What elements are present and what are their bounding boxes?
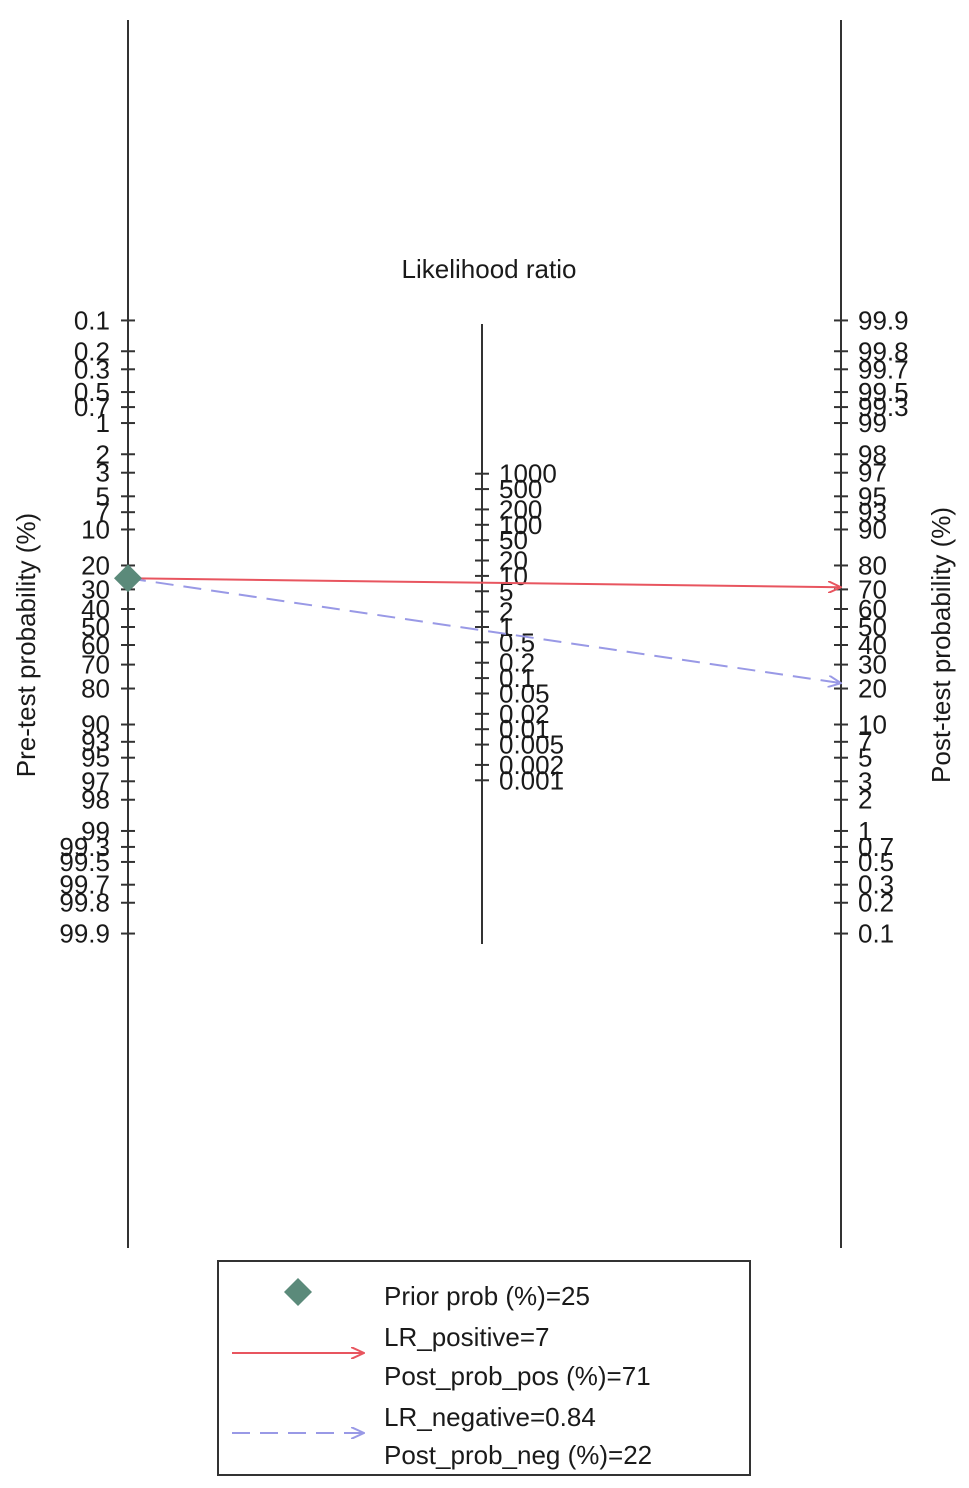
pre-test-tick-label: 95 bbox=[81, 743, 110, 773]
post-test-tick-label: 98 bbox=[858, 439, 887, 469]
post-test-tick-label: 1 bbox=[858, 816, 872, 846]
negative-lr-line bbox=[127, 577, 841, 683]
pre-test-tick-label: 80 bbox=[81, 674, 110, 704]
pre-test-tick-label: 90 bbox=[81, 710, 110, 740]
legend-post-prob-neg-label: Post_prob_neg (%)=22 bbox=[384, 1440, 652, 1470]
pre-test-tick-label: 7 bbox=[96, 497, 110, 527]
post-test-tick-label: 5 bbox=[858, 743, 872, 773]
post-test-tick-label: 0.1 bbox=[858, 919, 894, 949]
likelihood-ratio-tick-label: 50 bbox=[499, 525, 528, 555]
legend-prior-marker bbox=[284, 1278, 312, 1306]
pre-test-tick-label: 50 bbox=[81, 612, 110, 642]
pre-test-tick-label: 99 bbox=[81, 816, 110, 846]
likelihood-ratio-tick-label: 500 bbox=[499, 474, 542, 504]
post-test-tick-label: 99 bbox=[858, 408, 887, 438]
post-test-tick-label: 99.9 bbox=[858, 305, 909, 335]
post-test-tick-label: 70 bbox=[858, 574, 887, 604]
post-test-tick-label: 3 bbox=[858, 766, 872, 796]
post-test-axis-title: Post-test probability (%) bbox=[926, 507, 956, 783]
likelihood-ratio-tick-label: 0.001 bbox=[499, 765, 564, 795]
likelihood-ratio-tick-label: 10 bbox=[499, 561, 528, 591]
pre-test-tick-label: 1 bbox=[96, 408, 110, 438]
likelihood-ratio-title: Likelihood ratio bbox=[402, 254, 577, 284]
pre-test-tick-label: 20 bbox=[81, 550, 110, 580]
pre-test-tick-label: 2 bbox=[96, 439, 110, 469]
legend-prior-label: Prior prob (%)=25 bbox=[384, 1281, 590, 1311]
post-test-tick-label: 30 bbox=[858, 650, 887, 680]
pre-test-tick-label: 70 bbox=[81, 650, 110, 680]
pre-test-axis-title: Pre-test probability (%) bbox=[11, 513, 41, 777]
likelihood-ratio-tick-label: 0.05 bbox=[499, 678, 550, 708]
post-test-tick-label: 7 bbox=[858, 727, 872, 757]
post-test-tick-label: 99.8 bbox=[858, 336, 909, 366]
post-test-tick-label: 0.5 bbox=[858, 847, 894, 877]
pre-test-tick-label: 0.3 bbox=[74, 354, 110, 384]
likelihood-ratio-tick-label: 0.005 bbox=[499, 730, 564, 760]
post-test-tick-label: 95 bbox=[858, 481, 887, 511]
post-test-tick-label: 90 bbox=[858, 514, 887, 544]
likelihood-ratio-tick-label: 1000 bbox=[499, 459, 557, 489]
pre-test-tick-label: 99.8 bbox=[59, 888, 110, 918]
pre-test-tick-label: 99.3 bbox=[59, 832, 110, 862]
legend-lr-positive-label: LR_positive=7 bbox=[384, 1322, 550, 1352]
pre-test-tick-label: 98 bbox=[81, 785, 110, 815]
pre-test-tick-label: 3 bbox=[96, 458, 110, 488]
post-test-tick-label: 93 bbox=[858, 497, 887, 527]
pre-test-tick-label: 60 bbox=[81, 630, 110, 660]
post-test-tick-label: 99.7 bbox=[858, 354, 909, 384]
legend: Prior prob (%)=25 LR_positive=7 Post_pro… bbox=[217, 1260, 751, 1476]
pre-test-tick-label: 99.7 bbox=[59, 870, 110, 900]
post-test-tick-label: 0.3 bbox=[858, 870, 894, 900]
likelihood-ratio-tick-label: 0.2 bbox=[499, 648, 535, 678]
post-test-tick-label: 40 bbox=[858, 630, 887, 660]
likelihood-ratio-tick-label: 0.02 bbox=[499, 699, 550, 729]
pre-test-tick-label: 97 bbox=[81, 766, 110, 796]
post-test-tick-label: 99.5 bbox=[858, 377, 909, 407]
pre-test-tick-label: 93 bbox=[81, 727, 110, 757]
prior-probability-marker bbox=[114, 564, 142, 593]
pre-test-tick-label: 10 bbox=[81, 514, 110, 544]
pre-test-tick-label: 5 bbox=[96, 481, 110, 511]
pre-test-tick-label: 0.5 bbox=[74, 377, 110, 407]
legend-post-prob-pos-label: Post_prob_pos (%)=71 bbox=[384, 1361, 651, 1391]
likelihood-ratio-tick-label: 0.1 bbox=[499, 663, 535, 693]
post-test-tick-label: 50 bbox=[858, 612, 887, 642]
post-test-tick-label: 99.3 bbox=[858, 392, 909, 422]
likelihood-ratio-tick-label: 0.01 bbox=[499, 714, 550, 744]
likelihood-ratio-tick-label: 2 bbox=[499, 597, 513, 627]
post-test-tick-label: 2 bbox=[858, 785, 872, 815]
likelihood-ratio-tick-label: 100 bbox=[499, 510, 542, 540]
legend-lr-negative-label: LR_negative=0.84 bbox=[384, 1402, 596, 1432]
pre-test-tick-label: 0.1 bbox=[74, 305, 110, 335]
likelihood-ratio-tick-label: 1 bbox=[499, 612, 513, 642]
post-test-tick-label: 10 bbox=[858, 710, 887, 740]
likelihood-ratio-tick-label: 0.5 bbox=[499, 627, 535, 657]
post-test-tick-label: 80 bbox=[858, 550, 887, 580]
pre-test-tick-label: 99.9 bbox=[59, 919, 110, 949]
pre-test-tick-label: 40 bbox=[81, 594, 110, 624]
positive-lr-line bbox=[127, 577, 841, 587]
likelihood-ratio-tick-label: 20 bbox=[499, 546, 528, 576]
likelihood-ratio-tick-label: 0.002 bbox=[499, 750, 564, 780]
post-test-tick-label: 0.2 bbox=[858, 888, 894, 918]
pre-test-tick-label: 0.7 bbox=[74, 392, 110, 422]
pre-test-tick-label: 0.2 bbox=[74, 336, 110, 366]
post-test-tick-label: 0.7 bbox=[858, 832, 894, 862]
post-test-tick-label: 20 bbox=[858, 674, 887, 704]
post-test-tick-label: 60 bbox=[858, 594, 887, 624]
pre-test-tick-label: 30 bbox=[81, 574, 110, 604]
pre-test-tick-label: 99.5 bbox=[59, 847, 110, 877]
likelihood-ratio-ticks: 10005002001005020105210.50.20.10.050.020… bbox=[475, 459, 564, 795]
post-test-tick-label: 97 bbox=[858, 458, 887, 488]
post-test-ticks: 99.999.899.799.599.399989795939080706050… bbox=[834, 305, 909, 949]
likelihood-ratio-tick-label: 200 bbox=[499, 494, 542, 524]
